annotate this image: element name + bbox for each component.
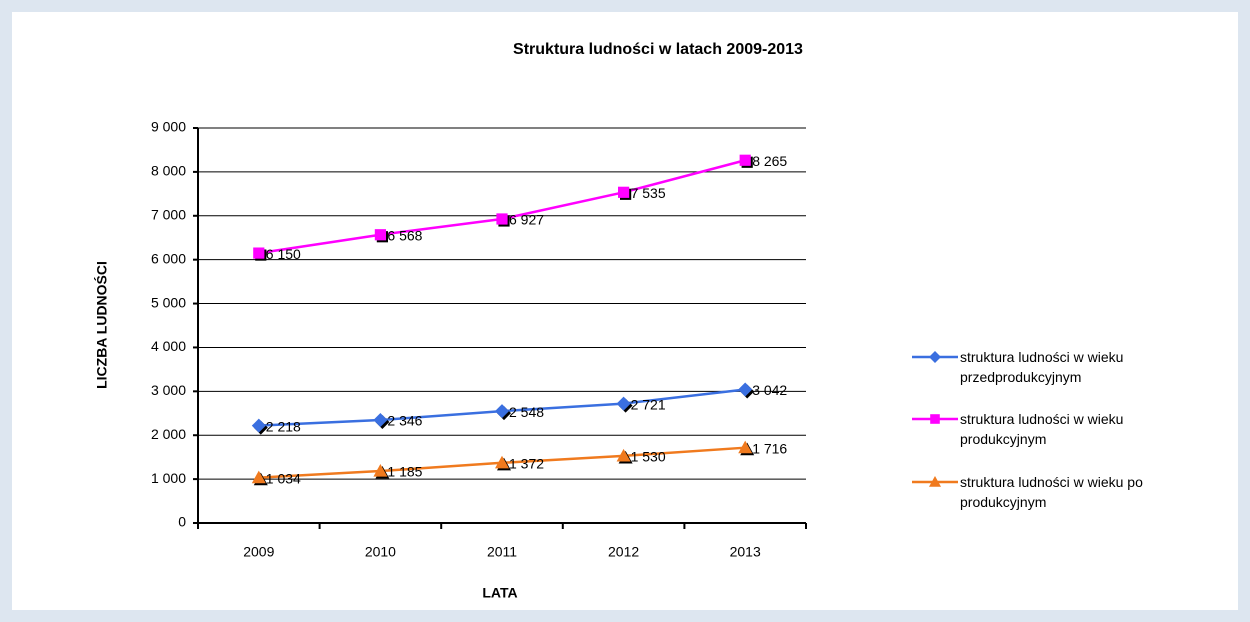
data-label: 7 535 <box>631 185 666 201</box>
data-label: 1 530 <box>631 449 666 465</box>
data-label: 6 150 <box>266 246 301 262</box>
x-tick-label: 2013 <box>730 544 761 560</box>
data-label: 2 346 <box>387 413 422 429</box>
y-tick-label: 8 000 <box>151 163 186 179</box>
legend-marker <box>929 351 941 363</box>
marker <box>616 396 631 411</box>
data-label: 1 716 <box>752 440 787 456</box>
data-label: 6 927 <box>509 212 544 228</box>
marker <box>618 186 630 198</box>
marker <box>251 418 266 433</box>
legend-label: struktura ludności w wieku przedprodukcy… <box>960 349 1124 385</box>
data-label: 2 548 <box>509 404 544 420</box>
y-axis-label: LICZBA LUDNOŚCI <box>93 261 110 389</box>
data-label: 6 568 <box>387 227 422 243</box>
x-axis-label: LATA <box>482 585 517 601</box>
marker <box>496 213 508 225</box>
legend-marker <box>929 476 941 487</box>
marker <box>373 463 388 477</box>
marker <box>373 413 388 428</box>
y-tick-label: 2 000 <box>151 426 186 442</box>
marker <box>738 382 753 397</box>
marker <box>616 448 631 462</box>
y-tick-label: 1 000 <box>151 470 186 486</box>
y-tick-label: 3 000 <box>151 382 186 398</box>
legend-label: struktura ludności w wieku produkcyjnym <box>960 411 1124 447</box>
data-label: 2 218 <box>266 418 301 434</box>
marker <box>495 455 509 469</box>
data-label: 1 185 <box>387 464 422 480</box>
x-tick-label: 2012 <box>608 544 639 560</box>
y-tick-label: 9 000 <box>151 119 186 135</box>
marker <box>739 154 751 166</box>
data-label: 2 721 <box>631 396 666 412</box>
x-tick-label: 2011 <box>487 544 517 560</box>
y-tick-label: 5 000 <box>151 294 186 310</box>
y-tick-label: 0 <box>178 514 186 530</box>
y-tick-label: 4 000 <box>151 338 186 354</box>
chart-background <box>12 12 1238 610</box>
y-tick-label: 6 000 <box>151 250 186 266</box>
legend-label: struktura ludności w wieku po produkcyjn… <box>960 474 1143 510</box>
marker <box>495 404 509 419</box>
marker <box>738 440 753 454</box>
data-label: 1 372 <box>509 455 544 471</box>
x-tick-label: 2009 <box>243 544 274 560</box>
x-tick-label: 2010 <box>365 544 396 560</box>
marker <box>251 470 266 484</box>
marker <box>253 247 265 259</box>
legend-marker <box>930 414 940 424</box>
data-label: 8 265 <box>752 153 787 169</box>
data-label: 3 042 <box>752 382 787 398</box>
chart-title: Struktura ludności w latach 2009-2013 <box>513 41 803 58</box>
y-tick-label: 7 000 <box>151 206 186 222</box>
marker <box>374 229 386 241</box>
data-label: 1 034 <box>266 470 301 486</box>
